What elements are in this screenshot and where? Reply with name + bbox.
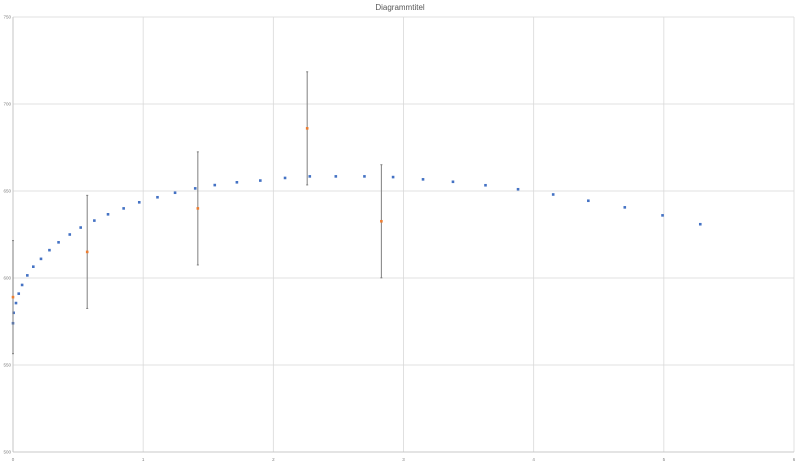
data-point-series-1: [26, 274, 29, 277]
data-point-series-1: [451, 180, 455, 184]
x-tick-label: 6: [793, 457, 796, 462]
data-point-series-1: [137, 201, 141, 204]
x-tick-label: 1: [142, 457, 145, 462]
data-point-series-2: [380, 219, 383, 223]
data-point-series-1: [623, 206, 627, 209]
x-tick-label: 3: [402, 457, 405, 462]
x-tick-label: 4: [532, 457, 535, 462]
data-point-series-1: [235, 181, 239, 184]
data-point-series-1: [57, 241, 60, 244]
data-point-series-1: [698, 222, 702, 226]
data-point-series-1: [587, 199, 590, 203]
data-point-series-2: [85, 250, 89, 254]
y-tick-label: 500: [3, 450, 11, 455]
data-marks: [11, 71, 702, 355]
data-point-series-1: [14, 301, 18, 305]
data-point-series-1: [193, 187, 197, 190]
x-tick-label: 5: [663, 457, 666, 462]
data-point-series-1: [308, 175, 312, 178]
data-point-series-1: [421, 178, 425, 181]
data-point-series-2: [196, 207, 200, 210]
data-point-series-1: [661, 214, 664, 217]
data-point-series-1: [20, 283, 24, 287]
x-tick-label: 0: [12, 457, 15, 462]
data-point-series-1: [516, 187, 520, 191]
data-point-series-1: [12, 311, 15, 315]
data-point-series-1: [484, 183, 487, 187]
data-point-series-1: [173, 191, 177, 195]
data-point-series-1: [551, 193, 555, 196]
y-tick-label: 700: [3, 102, 11, 107]
y-tick-label: 550: [3, 363, 11, 368]
chart-title: Diagrammtitel: [375, 3, 425, 12]
data-point-series-2: [305, 127, 309, 130]
data-point-series-1: [39, 257, 43, 261]
y-tick-label: 600: [3, 276, 11, 281]
data-point-series-1: [93, 219, 96, 222]
data-point-series-1: [213, 183, 217, 187]
x-tick-label: 2: [272, 457, 275, 462]
data-point-series-1: [79, 226, 82, 229]
data-point-series-2: [11, 295, 15, 299]
data-point-series-1: [334, 175, 338, 178]
data-point-series-1: [68, 233, 72, 236]
data-point-series-1: [17, 292, 21, 295]
axes: 500 550 600 650 700 750 0 1 2 3 4 5 6: [3, 15, 795, 463]
data-point-series-1: [391, 175, 395, 179]
y-tick-label: 650: [3, 189, 11, 194]
data-point-series-1: [156, 195, 159, 199]
gridlines: [12, 16, 795, 453]
y-tick-label: 750: [3, 15, 11, 20]
data-point-series-1: [48, 248, 51, 252]
data-point-series-1: [363, 175, 366, 178]
data-point-series-1: [283, 176, 287, 180]
data-point-series-1: [122, 207, 125, 210]
data-point-series-1: [106, 213, 110, 216]
data-point-series-1: [32, 265, 35, 268]
data-point-series-1: [259, 179, 262, 182]
